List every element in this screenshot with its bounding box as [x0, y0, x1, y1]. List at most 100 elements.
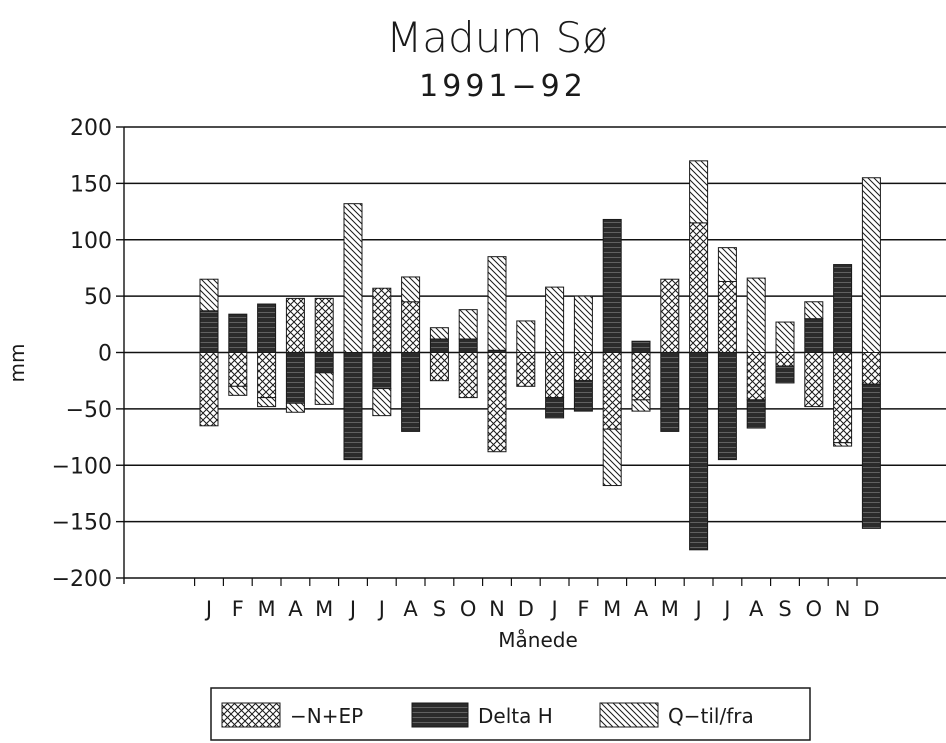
- bar-segment: [314, 372, 334, 405]
- y-axis-ticks: 200 150 100 50 0 −50 −100 −150 −200: [52, 116, 124, 592]
- bar-segment: [458, 309, 478, 340]
- x-tick-label: D: [863, 597, 879, 621]
- bar-segment: [775, 365, 795, 384]
- bar-segment: [545, 286, 565, 354]
- bar-segment: [401, 301, 421, 354]
- legend-swatch-crosshatch: [221, 702, 281, 728]
- bar-segment: [689, 222, 709, 353]
- bar-segment: [746, 399, 766, 429]
- bar-segment: [717, 352, 737, 461]
- bar-segment: [487, 256, 507, 351]
- bar-segment: [314, 352, 334, 374]
- x-tick-label: J: [693, 597, 701, 621]
- bar-segment: [343, 203, 363, 353]
- bar-segment: [401, 352, 421, 432]
- y-tick-label: 100: [70, 229, 112, 254]
- chart-title: Madum Sø: [386, 13, 608, 62]
- bar-segment: [257, 303, 277, 353]
- y-tick-label: 150: [70, 172, 112, 197]
- x-tick-label: O: [460, 597, 477, 621]
- bar-segment: [804, 301, 824, 320]
- legend-label-delta-h: Delta H: [478, 704, 553, 728]
- x-tick-label: J: [348, 597, 356, 621]
- x-tick-label: S: [778, 597, 791, 621]
- bar-segment: [429, 338, 449, 354]
- bar-segment: [257, 352, 277, 399]
- y-tick-label: 50: [84, 285, 112, 310]
- legend-swatch-delta: [411, 702, 469, 728]
- bar-segment: [458, 352, 478, 399]
- x-tick-label: A: [634, 597, 649, 621]
- bar-segment: [516, 320, 536, 353]
- bar-segment: [285, 352, 305, 404]
- bar-segment: [257, 397, 277, 408]
- bar-segment: [516, 352, 536, 387]
- bar-segment: [689, 352, 709, 551]
- bar-segment: [573, 352, 593, 382]
- bar-segment: [343, 352, 363, 461]
- x-tick-label: M: [258, 597, 276, 621]
- y-tick-label: −50: [66, 398, 112, 423]
- bar-segment: [602, 428, 622, 487]
- bar-segment: [631, 399, 651, 412]
- bar-segment: [804, 318, 824, 353]
- bar-segment: [602, 218, 622, 353]
- bar-segment: [545, 397, 565, 419]
- bar-segment: [833, 264, 853, 353]
- bar-segment: [775, 352, 795, 367]
- x-tick-label: J: [204, 597, 212, 621]
- bar-segment: [660, 278, 680, 353]
- y-tick-label: −200: [52, 567, 112, 592]
- bar-segment: [573, 295, 593, 353]
- bar-segment: [746, 277, 766, 353]
- bar-segment: [429, 327, 449, 340]
- bar-segment: [573, 380, 593, 412]
- x-tick-label: A: [749, 597, 764, 621]
- x-tick-label: O: [806, 597, 823, 621]
- bar-segment: [717, 280, 737, 353]
- bar-segment: [861, 352, 881, 385]
- y-tick-label: 200: [70, 116, 112, 141]
- x-tick-label: M: [661, 597, 679, 621]
- bar-segment: [861, 177, 881, 353]
- bar-segment: [746, 352, 766, 401]
- legend-box: [210, 687, 811, 741]
- bar-segment: [717, 247, 737, 282]
- x-tick-label: J: [722, 597, 730, 621]
- bar-segment: [631, 352, 651, 401]
- bar-segment: [401, 276, 421, 303]
- x-tick-label: N: [489, 597, 505, 621]
- bar-segment: [545, 352, 565, 399]
- bar-segment: [285, 297, 305, 354]
- x-tick-label: D: [518, 597, 534, 621]
- legend: −N+EP Delta H Q−til/fra: [210, 687, 811, 741]
- bar-segment: [775, 321, 795, 353]
- y-axis-label: mm: [5, 344, 29, 383]
- y-tick-label: 0: [98, 342, 112, 367]
- bar-segment: [689, 160, 709, 224]
- chart-subtitle: 1991−92: [419, 69, 587, 104]
- bar-segment: [487, 352, 507, 453]
- x-tick-label: M: [603, 597, 621, 621]
- bar-segment: [372, 388, 392, 417]
- bar-segment: [804, 352, 824, 408]
- x-tick-label: J: [377, 597, 385, 621]
- bar-segment: [285, 402, 305, 413]
- bar-segment: [199, 352, 219, 427]
- x-tick-label: F: [577, 597, 589, 621]
- x-tick-label: N: [835, 597, 851, 621]
- x-tick-label: S: [433, 597, 446, 621]
- bar-segment: [314, 297, 334, 354]
- y-tick-label: −150: [52, 511, 112, 536]
- bar-segment: [199, 310, 219, 353]
- legend-label-q-til-fra: Q−til/fra: [668, 704, 754, 728]
- x-tick-label: M: [315, 597, 333, 621]
- bar-segment: [861, 383, 881, 529]
- bar-segment: [372, 287, 392, 354]
- bar-segment: [631, 340, 651, 354]
- x-tick-label: A: [403, 597, 418, 621]
- bar-segment: [458, 338, 478, 354]
- legend-swatch-diagonal: [599, 702, 659, 728]
